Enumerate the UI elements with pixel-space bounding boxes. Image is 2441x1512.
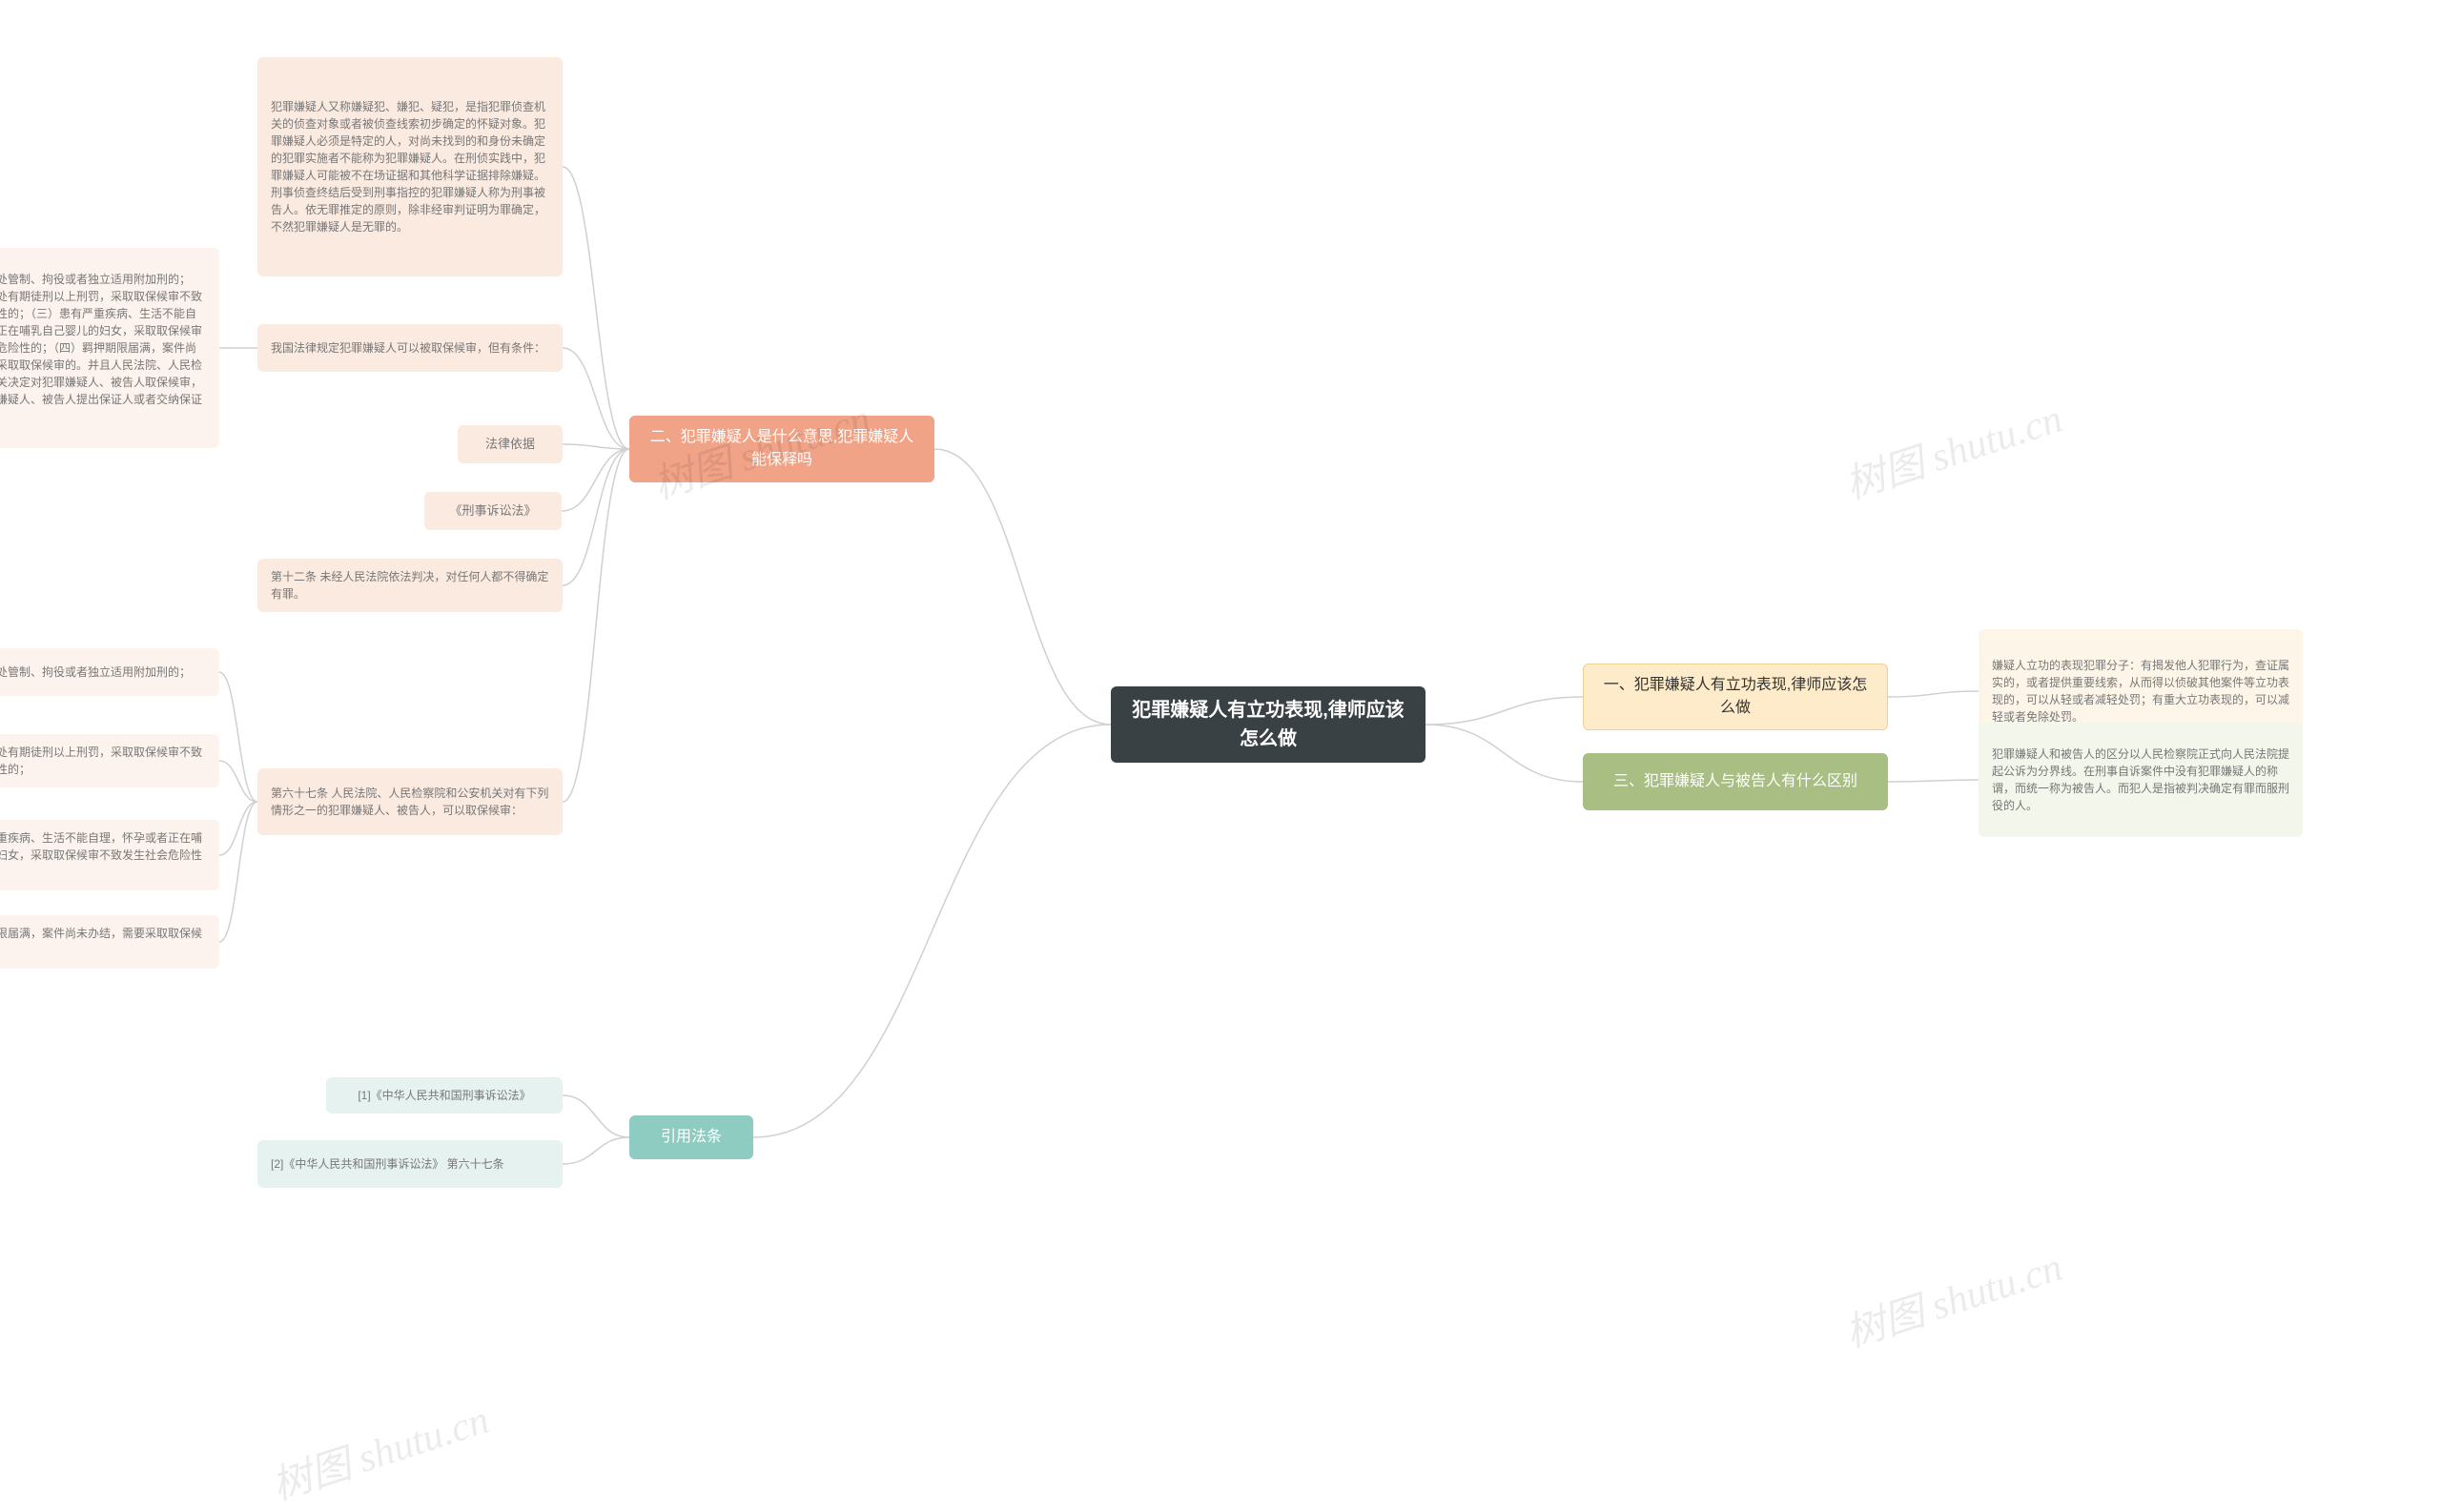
node-text: 犯罪嫌疑人又称嫌疑犯、嫌犯、疑犯，是指犯罪侦查机关的侦查对象或者被侦查线索初步确… — [271, 98, 549, 235]
node-text: 嫌疑人立功的表现犯罪分子：有揭发他人犯罪行为，查证属实的，或者提供重要线索，从而… — [1992, 657, 2289, 725]
node-text: 第十二条 未经人民法院依法判决，对任何人都不得确定有罪。 — [271, 568, 549, 603]
mindmap-node-r2: 三、犯罪嫌疑人与被告人有什么区别 — [1583, 753, 1888, 810]
node-text: 犯罪嫌疑人和被告人的区分以人民检察院正式向人民法院提起公诉为分界线。在刑事自诉案… — [1992, 746, 2289, 814]
node-text: 三、犯罪嫌疑人与被告人有什么区别 — [1613, 770, 1857, 793]
watermark: 树图 shutu.cn — [1836, 1235, 2068, 1359]
mindmap-node-l1c: 法律依据 — [458, 425, 563, 463]
mindmap-node-r1: 一、犯罪嫌疑人有立功表现,律师应该怎么做 — [1583, 664, 1888, 730]
watermark: 树图 shutu.cn — [263, 1387, 495, 1512]
node-text: [2]《中华人民共和国刑事诉讼法》 第六十七条 — [271, 1155, 504, 1173]
mindmap-node-l1b1: （一）可能判处管制、拘役或者独立适用附加刑的；（二）可能判处有期徒刑以上刑罚，采… — [0, 248, 219, 448]
node-text: 《刑事诉讼法》 — [449, 501, 536, 521]
node-text: 法律依据 — [485, 435, 535, 454]
mindmap-node-l1f4: （四）羁押期限届满，案件尚未办结，需要采取取保候审的。 — [0, 915, 219, 969]
mindmap-node-l1f1: （一）可能判处管制、拘役或者独立适用附加刑的； — [0, 648, 219, 696]
node-text: [1]《中华人民共和国刑事诉讼法》 — [358, 1087, 530, 1104]
mindmap-node-l1f2: （二）可能判处有期徒刑以上刑罚，采取取保候审不致发生社会危险性的； — [0, 734, 219, 787]
node-text: 二、犯罪嫌疑人是什么意思,犯罪嫌疑人能保释吗 — [644, 426, 920, 472]
node-text: （一）可能判处管制、拘役或者独立适用附加刑的；（二）可能判处有期徒刑以上刑罚，采… — [0, 271, 206, 425]
mindmap-node-l1d: 《刑事诉讼法》 — [424, 492, 562, 530]
node-text: 第六十七条 人民法院、人民检察院和公安机关对有下列情形之一的犯罪嫌疑人、被告人，… — [271, 785, 549, 819]
mindmap-node-l1f: 第六十七条 人民法院、人民检察院和公安机关对有下列情形之一的犯罪嫌疑人、被告人，… — [257, 768, 563, 835]
mindmap-node-l1: 二、犯罪嫌疑人是什么意思,犯罪嫌疑人能保释吗 — [629, 416, 934, 482]
mindmap-node-l2a: [1]《中华人民共和国刑事诉讼法》 — [326, 1077, 563, 1114]
mindmap-node-r2a: 犯罪嫌疑人和被告人的区分以人民检察院正式向人民法院提起公诉为分界线。在刑事自诉案… — [1979, 723, 2303, 837]
mindmap-node-l2: 引用法条 — [629, 1115, 753, 1159]
mindmap-node-l1b: 我国法律规定犯罪嫌疑人可以被取保候审，但有条件： — [257, 324, 563, 372]
node-text: 一、犯罪嫌疑人有立功表现,律师应该怎么做 — [1597, 674, 1874, 720]
node-text: 我国法律规定犯罪嫌疑人可以被取保候审，但有条件： — [271, 339, 545, 357]
node-text: （四）羁押期限届满，案件尚未办结，需要采取取保候审的。 — [0, 925, 206, 959]
node-text: （三）患有严重疾病、生活不能自理，怀孕或者正在哺乳自己婴儿的妇女，采取取保候审不… — [0, 829, 206, 881]
mindmap-node-l1e: 第十二条 未经人民法院依法判决，对任何人都不得确定有罪。 — [257, 559, 563, 612]
watermark: 树图 shutu.cn — [1836, 386, 2068, 511]
node-text: （一）可能判处管制、拘役或者独立适用附加刑的； — [0, 664, 191, 681]
node-text: 犯罪嫌疑人有立功表现,律师应该怎么做 — [1124, 696, 1412, 753]
mindmap-node-l1f3: （三）患有严重疾病、生活不能自理，怀孕或者正在哺乳自己婴儿的妇女，采取取保候审不… — [0, 820, 219, 890]
node-text: （二）可能判处有期徒刑以上刑罚，采取取保候审不致发生社会危险性的； — [0, 744, 206, 778]
mindmap-node-l2b: [2]《中华人民共和国刑事诉讼法》 第六十七条 — [257, 1140, 563, 1188]
mindmap-node-root: 犯罪嫌疑人有立功表现,律师应该怎么做 — [1111, 686, 1426, 763]
mindmap-node-l1a: 犯罪嫌疑人又称嫌疑犯、嫌犯、疑犯，是指犯罪侦查机关的侦查对象或者被侦查线索初步确… — [257, 57, 563, 276]
node-text: 引用法条 — [661, 1126, 722, 1149]
